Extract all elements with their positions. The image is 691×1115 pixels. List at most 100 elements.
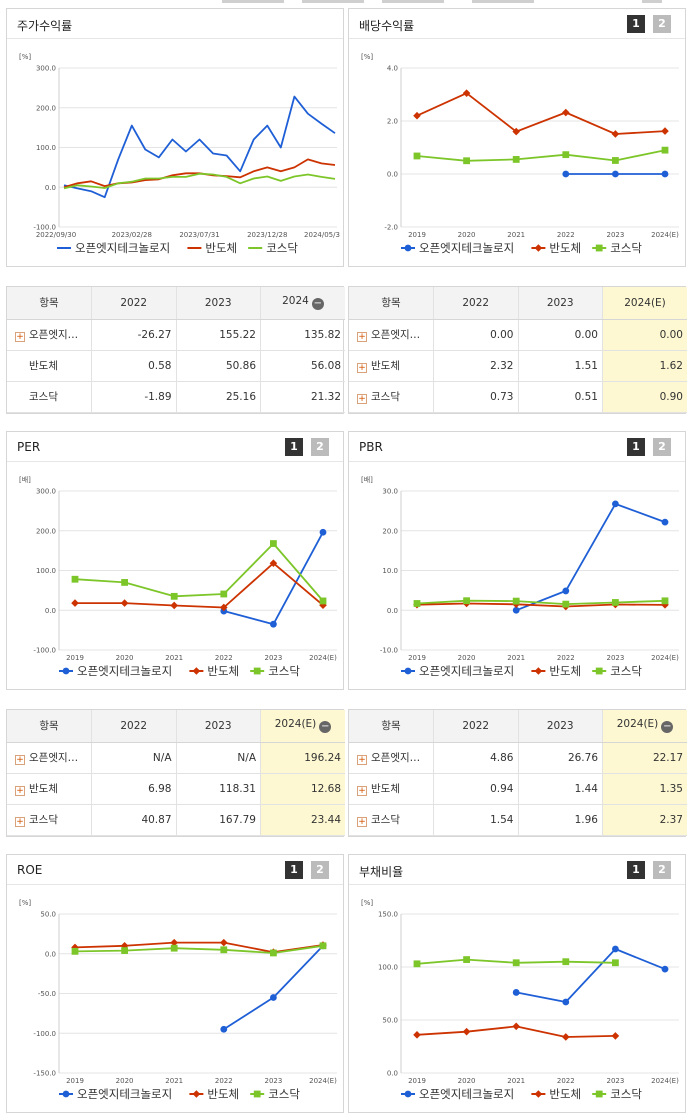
row-name: 반도체: [29, 360, 58, 372]
data-point-green: [512, 959, 520, 967]
series-line-green: [416, 149, 666, 162]
data-point-red: [220, 938, 228, 947]
y-tick-label: -50.0: [38, 990, 56, 998]
collapse-icon[interactable]: −: [319, 721, 332, 734]
data-point-blue: [319, 528, 327, 536]
y-tick-label: 50.0: [382, 1017, 398, 1025]
data-point-red: [71, 599, 79, 607]
legend-item-green[interactable]: 코스닥: [592, 241, 642, 255]
legend: 오픈엣지테크놀로지 반도체 코스닥: [59, 1087, 300, 1101]
page-button-1[interactable]: 1: [627, 438, 645, 456]
data-point-red: [413, 111, 421, 120]
data-point-red: [220, 603, 228, 612]
value-cell: 2.32: [433, 350, 519, 382]
column-header: 항목: [349, 710, 434, 743]
table-header-row: 항목 2022 2023 2024(E) −: [7, 710, 345, 743]
table-row: + 오픈엣지… -26.27 155.22 135.82: [7, 319, 345, 351]
expand-icon[interactable]: +: [357, 786, 367, 796]
expand-icon[interactable]: +: [357, 394, 367, 404]
data-point-blue: [512, 606, 520, 614]
table-row: + 오픈엣지… 0.00 0.00 0.00: [349, 319, 687, 351]
legend-label: 반도체: [549, 664, 581, 678]
legend-item-blue[interactable]: 오픈엣지테크놀로지: [401, 1087, 514, 1101]
x-tick-label: 2023: [264, 1077, 282, 1085]
legend-label: 코스닥: [268, 664, 300, 678]
page-button-2[interactable]: 2: [311, 438, 329, 456]
legend-item-green[interactable]: 코스닥: [250, 1087, 300, 1101]
row-name: 오픈엣지…: [29, 752, 79, 764]
expand-icon[interactable]: +: [357, 363, 367, 373]
expand-icon[interactable]: +: [15, 332, 25, 342]
legend-item-red[interactable]: 반도체: [187, 241, 237, 255]
panel-header: 배당수익률 1 2: [349, 9, 685, 39]
collapse-icon[interactable]: −: [661, 721, 674, 734]
column-header: 항목: [7, 287, 92, 320]
x-tick-label: 2022: [215, 654, 233, 662]
page-button-2[interactable]: 2: [311, 861, 329, 879]
column-header: 2023: [518, 287, 603, 320]
pbr-panel: PBR 1 2 [배] 30.0 20.0 10.0 0.0 -10.0 2019 2020 2021…: [348, 431, 686, 690]
y-tick-label: 200.0: [36, 104, 56, 112]
page-button-2[interactable]: 2: [653, 861, 671, 879]
legend-item-red[interactable]: 반도체: [189, 664, 239, 678]
legend-item-blue[interactable]: 오픈엣지테크놀로지: [59, 664, 172, 678]
legend-label: 오픈엣지테크놀로지: [419, 241, 514, 255]
data-point-green: [661, 146, 669, 154]
collapse-icon[interactable]: −: [311, 298, 324, 311]
legend-item-blue[interactable]: 오픈엣지테크놀로지: [401, 664, 514, 678]
legend-item-green[interactable]: 코스닥: [592, 1087, 642, 1101]
row-name-cell: + 오픈엣지…: [7, 319, 92, 351]
row-name: 오픈엣지…: [29, 329, 79, 341]
x-tick-label: 2024(E): [651, 1077, 679, 1085]
legend-label: 오픈엣지테크놀로지: [75, 241, 170, 255]
legend-item-blue[interactable]: 오픈엣지테크놀로지: [59, 1087, 172, 1101]
expand-icon[interactable]: +: [357, 332, 367, 342]
roe-panel: ROE 1 2 [%] 50.0 0.0 -50.0 -100.0 -150.0 2019 2020…: [6, 854, 344, 1113]
series-green: [71, 540, 327, 605]
data-point-blue: [612, 500, 619, 508]
expand-icon[interactable]: +: [15, 755, 25, 765]
column-header-label: 항목: [39, 720, 59, 733]
legend-item-green[interactable]: 코스닥: [250, 664, 300, 678]
page-button-2[interactable]: 2: [653, 15, 671, 33]
legend-item-green[interactable]: 코스닥: [248, 241, 298, 255]
table-header-row: 항목 2022 2023 2024(E): [349, 287, 687, 320]
legend-label: 반도체: [205, 241, 237, 255]
legend-item-red[interactable]: 반도체: [531, 241, 581, 255]
x-tick-label: 2020: [116, 654, 134, 662]
x-tick-label: 2024(E): [651, 231, 679, 239]
legend-item-blue[interactable]: 오픈엣지테크놀로지: [401, 241, 514, 255]
data-point-green: [270, 949, 277, 957]
legend-item-red[interactable]: 반도체: [531, 664, 581, 678]
table-row: + 오픈엣지… 4.86 26.76 22.17: [349, 742, 687, 774]
expand-icon[interactable]: +: [15, 786, 25, 796]
page-button-1[interactable]: 1: [627, 861, 645, 879]
expand-icon[interactable]: +: [357, 817, 367, 827]
chart-dividend: [%] 4.0 2.0 0.0 -2.0 2019 2020 2021 2022 2023 2024…: [361, 53, 679, 255]
y-tick-label: 300.0: [36, 65, 56, 73]
legend-item-red[interactable]: 반도체: [531, 1087, 581, 1101]
panel-title: PBR: [359, 440, 383, 454]
expand-icon[interactable]: +: [15, 817, 25, 827]
x-tick-label: 2024(E): [309, 1077, 337, 1085]
x-tick-label: 2023: [606, 654, 624, 662]
stock-return-panel: 주가수익률 [%] 300.0 200.0 100.0 0.0 -100.0 2022/09/…: [6, 8, 344, 267]
stock-return-table: 항목 2022 2023 2024− + 오픈엣지… -26.27 155.22 135.82 반…: [6, 286, 345, 414]
data-point-green: [463, 597, 470, 605]
page-button-1[interactable]: 1: [285, 438, 303, 456]
value-cell: 22.17: [602, 742, 687, 774]
legend-item-red[interactable]: 반도체: [189, 1087, 239, 1101]
data-point-green: [413, 600, 421, 607]
unit-label: [%]: [361, 53, 373, 61]
legend-item-green[interactable]: 코스닥: [592, 664, 642, 678]
page-button-1[interactable]: 1: [627, 15, 645, 33]
legend-item-blue[interactable]: 오픈엣지테크놀로지: [57, 241, 170, 255]
page-button-2[interactable]: 2: [653, 438, 671, 456]
data-point-green: [170, 592, 178, 600]
expand-icon[interactable]: +: [357, 755, 367, 765]
page-button-1[interactable]: 1: [285, 861, 303, 879]
legend: 오픈엣지테크놀로지 반도체 코스닥: [401, 664, 642, 678]
x-tick-label: 2020: [458, 1077, 476, 1085]
data-point-green: [220, 946, 228, 954]
